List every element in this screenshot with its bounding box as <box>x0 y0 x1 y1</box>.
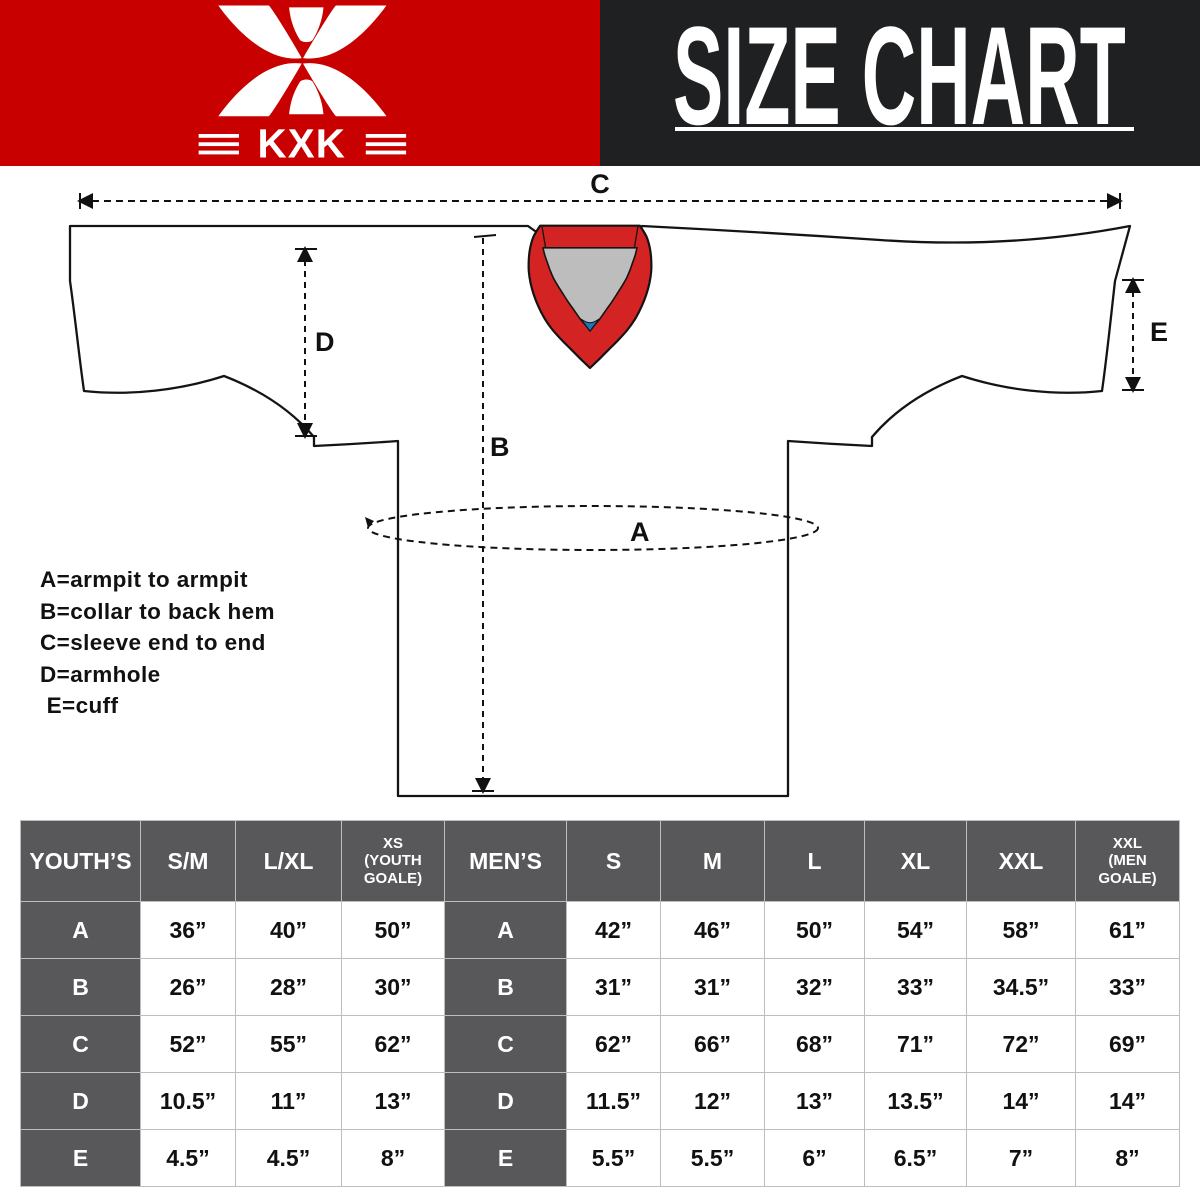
svg-text:C: C <box>590 169 610 199</box>
svg-text:A: A <box>630 517 650 547</box>
svg-text:D: D <box>315 327 335 357</box>
svg-text:KXK: KXK <box>257 122 346 166</box>
svg-text:B: B <box>490 432 510 462</box>
svg-text:E: E <box>1150 317 1168 347</box>
